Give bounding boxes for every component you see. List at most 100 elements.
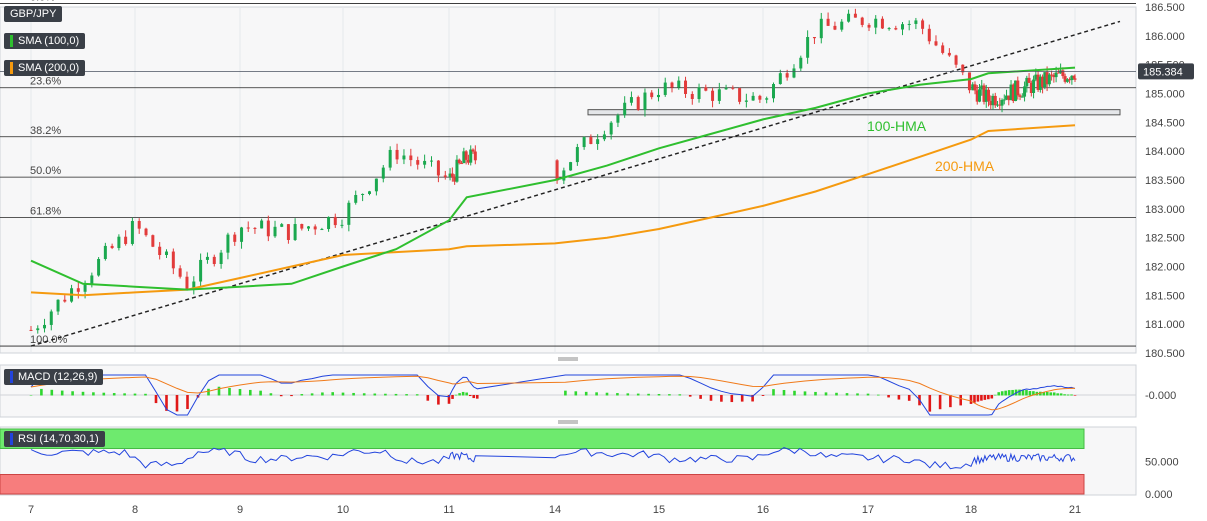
candle-body [792,68,796,78]
candle-body [1014,80,1018,102]
macd-histogram-bar [803,391,807,396]
candle-body [758,95,762,100]
fib-level-label: 100.0% [30,334,68,346]
candle-body [1065,79,1069,82]
candle-body [684,80,688,94]
candle-body [1023,86,1027,97]
macd-legend[interactable]: MACD (12,26,9) [4,369,104,385]
macd-histogram-bar [668,394,671,396]
macd-histogram-bar [1073,395,1077,396]
candle-body [253,227,257,229]
candle-body [1072,75,1076,79]
macd-histogram-bar [1007,390,1011,396]
rsi-legend-text: RSI (14,70,30,1) [18,433,99,445]
macd-signal-line [30,375,1076,411]
macd-histogram-bar [102,392,106,396]
candle-body [860,17,864,25]
candle-body [1052,74,1056,78]
rsi-overbought-zone [0,428,1085,449]
candle-body [954,55,958,65]
price-panel-bg [0,6,1137,354]
candle-body [894,28,898,30]
price-ytick-label: 186.500 [1145,2,1185,14]
candle-body [806,37,810,58]
candle-body [984,89,988,102]
macd-histogram-bar [341,392,345,396]
macd-histogram-bar [616,393,619,396]
candle-body [1056,72,1060,74]
x-tick-label: 21 [1069,504,1081,516]
candle-body [368,191,371,194]
candle-body [697,87,701,100]
macd-histogram-bar [782,390,786,396]
macd-histogram-bar [740,395,744,402]
symbol-text: GBP/JPY [10,8,57,20]
candle-body [1073,78,1077,80]
macd-legend-text: MACD (12,26,9) [18,371,98,383]
macd-histogram-bar [1052,392,1056,396]
candle-body [151,235,155,247]
x-tick-label: 17 [862,504,874,516]
candle-body [596,139,600,145]
candle-body [562,170,566,181]
candle-body [43,324,47,329]
candle-body [361,193,365,195]
candle-body [650,92,654,98]
sma200-legend[interactable]: SMA (200,0) [4,60,86,76]
candle-body [927,28,931,42]
candle-body [901,24,905,30]
candle-body [313,226,317,230]
rsi-legend[interactable]: RSI (14,70,30,1) [4,431,105,447]
macd-histogram-bar [574,391,578,396]
candle-body [462,151,466,164]
candle-body [347,202,351,225]
candle-body [374,178,378,192]
sma100-legend[interactable]: SMA (100,0) [4,33,86,49]
candle-body [765,98,769,100]
price-ytick-label: 183.500 [1145,175,1185,187]
candle-body [1020,96,1024,98]
macd-histogram-bar [447,395,451,404]
price-ytick-label: 184.500 [1145,117,1185,129]
candle-body [266,220,270,237]
rsi-ytick-label: 0.000 [1145,489,1173,501]
candle-body [785,73,789,78]
candle-body [867,24,871,28]
macd-histogram-bar [877,394,880,396]
macd-histogram-bar [207,388,210,396]
macd-histogram-bar [980,395,983,401]
macd-histogram-bar [279,395,283,397]
macd-histogram-bar [50,389,54,396]
macd-histogram-bar [1021,389,1025,396]
macd-histogram-bar [709,395,713,401]
x-tick-label: 7 [28,504,34,516]
candle-body [582,137,586,148]
price-ytick-label: 182.000 [1145,262,1185,274]
price-ytick-label: 182.500 [1145,233,1185,245]
candle-body [1018,95,1022,97]
macd-histogram-bar [949,395,952,408]
macd-histogram-bar [772,389,775,396]
macd-histogram-bar [1063,394,1066,396]
candle-body [212,256,216,264]
macd-histogram-bar [40,388,43,396]
sma100-swatch [10,35,13,47]
candle-body [300,224,304,229]
x-tick-label: 9 [237,504,243,516]
candle-body [340,224,344,226]
macd-histogram-bar [1032,391,1035,396]
rsi-oversold-zone [0,474,1085,495]
macd-histogram-bar [845,393,849,396]
candle-body [90,275,94,284]
x-tick-label: 11 [443,504,454,516]
macd-histogram-bar [144,393,147,396]
macd-histogram-bar [1025,390,1028,396]
macd-panel-bg [0,364,1137,418]
candle-body [1054,72,1058,78]
candle-body [1025,77,1029,87]
macd-histogram-bar [426,395,430,401]
macd-histogram-bar [897,395,901,400]
macd-histogram-bar [405,394,408,396]
candle-body [453,176,457,182]
